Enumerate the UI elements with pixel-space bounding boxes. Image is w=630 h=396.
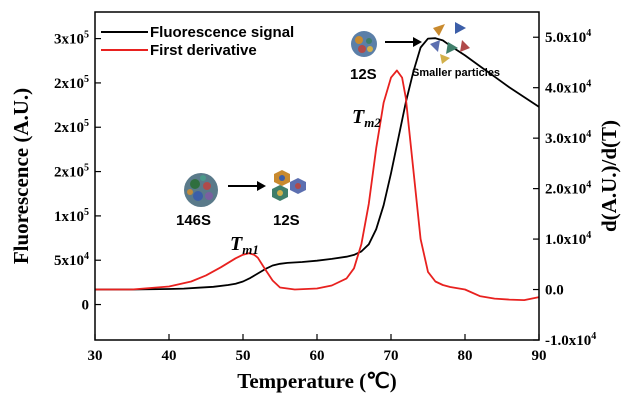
y-left-tick-label: 2x105: [54, 74, 89, 92]
y-left-tick-label: 1x105: [54, 207, 89, 225]
y-left-tick-label: 0: [82, 298, 90, 314]
label-smaller-particles: Smaller particles: [412, 67, 500, 79]
series-line-derivative: [95, 69, 540, 302]
x-tick-label: 70: [384, 348, 399, 364]
y-right-axis-title: d(A.U.)/d(T): [597, 120, 621, 232]
label-12s-low: 12S: [273, 212, 300, 229]
annotation-146s-to-12s: 146S 12S Tm1: [176, 170, 306, 257]
smaller-particles-icon: [430, 22, 470, 64]
arrowhead-146s-icon: [257, 181, 266, 191]
arrowhead-12s-icon: [413, 37, 422, 47]
y-left-tick-label: 2x105: [54, 118, 89, 136]
x-tick-label: 50: [236, 348, 251, 364]
x-tick-label: 80: [458, 348, 473, 364]
x-tick-label: 60: [310, 348, 325, 364]
y-right-tick-label: 0.0: [545, 283, 564, 299]
y-right-tick-label: 5.0x104: [545, 28, 591, 46]
label-tm2: Tm2: [352, 106, 381, 130]
annotation-12s-to-small: 12S Smaller particles Tm2: [350, 22, 500, 130]
particle-12s-high-icon: [351, 31, 377, 57]
x-tick-label: 40: [162, 348, 177, 364]
x-axis-title: Temperature (℃): [237, 369, 396, 393]
legend-label-derivative: First derivative: [150, 42, 257, 59]
label-12s-high: 12S: [350, 66, 377, 83]
y-right-tick-label: 1.0x104: [545, 230, 591, 248]
particles-12s-low-icon: [272, 170, 306, 201]
x-tick-label: 30: [88, 348, 103, 364]
y-right-tick-label: 3.0x104: [545, 129, 591, 147]
y-left-axis-title: Fluorescence (A.U.): [9, 88, 33, 264]
label-146s: 146S: [176, 212, 211, 229]
y-left-tick-label: 3x105: [54, 30, 89, 48]
particle-146s-icon: [184, 173, 218, 207]
y-left-tick-label: 2x105: [54, 163, 89, 181]
label-tm1: Tm1: [230, 233, 259, 257]
legend-label-fluorescence: Fluorescence signal: [150, 24, 294, 41]
y-left-tick-label: 5x104: [54, 251, 89, 269]
y-right-tick-label: -1.0x104: [545, 331, 596, 349]
y-right-tick-label: 2.0x104: [545, 180, 591, 198]
x-tick-label: 90: [532, 348, 547, 364]
legend: Fluorescence signal First derivative: [101, 24, 294, 59]
y-left-tick-label: 3x105: [54, 0, 89, 3]
y-right-tick-label: 4.0x104: [545, 79, 591, 97]
